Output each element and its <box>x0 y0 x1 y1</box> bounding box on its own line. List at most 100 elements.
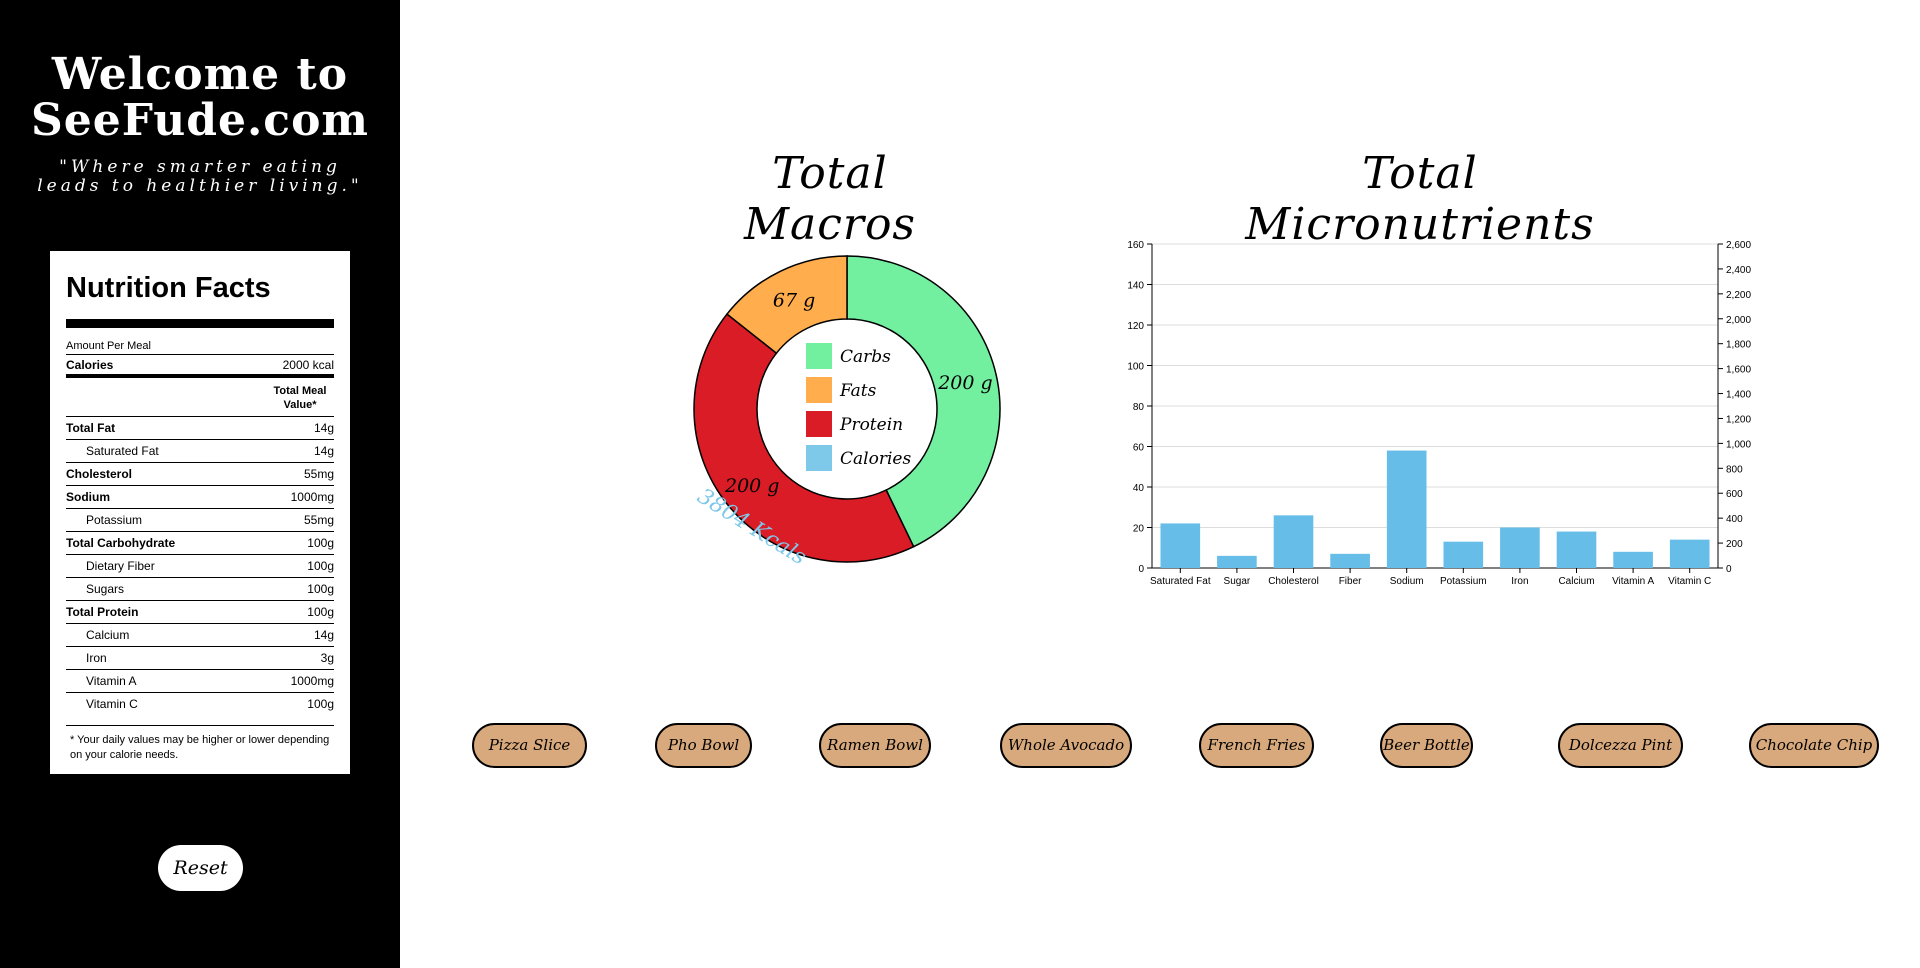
x-tick-label: Cholesterol <box>1268 576 1319 587</box>
nutrient-row: Sodium 1000mg <box>66 485 334 508</box>
nutrition-facts-title: Nutrition Facts <box>66 272 271 304</box>
food-button-pho-bowl[interactable]: Pho Bowl <box>655 723 752 768</box>
nutrient-label: Vitamin A <box>86 674 137 688</box>
y-tick-label: 20 <box>1133 524 1145 535</box>
nutrient-value: 14g <box>313 628 334 642</box>
nutrient-value: 100g <box>307 536 334 550</box>
nutrient-label: Saturated Fat <box>86 444 159 458</box>
legend-label-calories: Calories <box>840 449 911 469</box>
bar-iron[interactable] <box>1500 527 1540 569</box>
nutrient-row: Potassium 55mg <box>66 508 334 531</box>
nutrient-label: Sugars <box>86 582 125 596</box>
food-button-pizza-slice[interactable]: Pizza Slice <box>472 723 587 768</box>
nutrient-row: Sugars 100g <box>66 577 334 600</box>
y-tick-label: 100 <box>1127 362 1144 373</box>
y-tick-label: 120 <box>1127 321 1144 332</box>
bar-cholesterol[interactable] <box>1273 515 1314 568</box>
legend-swatch-calories <box>806 445 832 471</box>
slice-label-carbs: 200 g <box>937 372 992 394</box>
y2-tick-label: 2,600 <box>1726 240 1751 251</box>
daily-value-header: Total Meal Value* <box>66 378 334 416</box>
y2-tick-label: 2,000 <box>1726 315 1751 326</box>
medium-divider <box>66 374 334 378</box>
nutrient-value: 100g <box>307 697 334 711</box>
bar-vitamin-a[interactable] <box>1613 551 1653 568</box>
x-tick-label: Sugar <box>1224 576 1251 587</box>
donut-slice-carbs[interactable] <box>846 255 1001 548</box>
y-tick-label: 60 <box>1133 443 1145 454</box>
dv-header-line-2: Value* <box>283 399 317 411</box>
bar-vitamin-c[interactable] <box>1669 539 1710 568</box>
x-tick-label: Iron <box>1511 576 1528 587</box>
y2-tick-label: 800 <box>1726 464 1743 475</box>
food-button-dolcezza-pint[interactable]: Dolcezza Pint <box>1558 723 1683 768</box>
nutrient-value: 1000mg <box>290 674 334 688</box>
donut-slice-protein[interactable] <box>693 313 915 563</box>
nutrient-row: Vitamin C 100g <box>66 692 334 715</box>
legend-swatch-fats <box>806 377 832 403</box>
bar-sugar[interactable] <box>1217 555 1257 568</box>
bar-calcium[interactable] <box>1556 531 1597 568</box>
y2-tick-label: 400 <box>1726 514 1743 525</box>
x-tick-label: Fiber <box>1339 576 1362 587</box>
y-tick-label: 140 <box>1127 281 1144 292</box>
nutrient-label: Calcium <box>86 628 130 642</box>
macros-title: Total Macros <box>743 148 917 250</box>
y2-tick-label: 2,400 <box>1726 265 1751 276</box>
nutrient-value: 14g <box>313 421 334 435</box>
slice-label-fats: 67 g <box>773 290 815 312</box>
nutrient-label: Total Protein <box>66 605 139 619</box>
nutrition-facts-panel: Nutrition Facts Amount Per Meal Calories… <box>50 251 350 774</box>
food-button-whole-avocado[interactable]: Whole Avocado <box>1000 723 1132 768</box>
x-tick-label: Vitamin A <box>1612 576 1654 587</box>
bar-saturated-fat[interactable] <box>1160 523 1201 568</box>
nutrient-row: Vitamin A 1000mg <box>66 669 334 692</box>
food-button-beer-bottle[interactable]: Beer Bottle <box>1380 723 1473 768</box>
legend-label-carbs: Carbs <box>840 347 891 367</box>
y2-tick-label: 1,000 <box>1726 439 1751 450</box>
thick-divider <box>66 319 334 328</box>
micros-title: Total Micronutrients <box>1245 148 1595 250</box>
nutrient-label: Vitamin C <box>86 697 138 711</box>
nutrient-value: 1000mg <box>290 490 334 504</box>
x-tick-label: Sodium <box>1390 576 1424 587</box>
food-button-ramen-bowl[interactable]: Ramen Bowl <box>819 723 931 768</box>
nutrient-row: Iron 3g <box>66 646 334 669</box>
footnote: * Your daily values may be higher or low… <box>70 734 330 761</box>
y-tick-label: 80 <box>1133 402 1145 413</box>
tagline: "Where smarter eating leads to healthier… <box>37 157 363 196</box>
nutrient-row: Total Fat 14g <box>66 416 334 439</box>
legend-label-fats: Fats <box>839 381 877 401</box>
welcome-line-1: Welcome to <box>51 49 349 100</box>
x-tick-label: Calcium <box>1558 576 1594 587</box>
welcome-line-2: SeeFude.com <box>31 95 369 146</box>
reset-button[interactable]: Reset <box>158 845 243 891</box>
y2-tick-label: 1,400 <box>1726 390 1751 401</box>
nutrient-value: 3g <box>320 651 334 665</box>
amount-per-meal-label: Amount Per Meal <box>66 340 151 352</box>
y2-tick-label: 600 <box>1726 489 1743 500</box>
bar-sodium[interactable] <box>1386 450 1427 568</box>
nutrient-row: Dietary Fiber 100g <box>66 554 334 577</box>
nutrient-row: Calcium 14g <box>66 623 334 646</box>
food-button-french-fries[interactable]: French Fries <box>1199 723 1314 768</box>
nutrient-row: Cholesterol 55mg <box>66 462 334 485</box>
nutrient-value: 14g <box>313 444 334 458</box>
legend-swatch-carbs <box>806 343 832 369</box>
nutrient-label: Dietary Fiber <box>86 559 155 573</box>
legend-label-protein: Protein <box>839 415 903 435</box>
nutrient-row: Total Protein 100g <box>66 600 334 623</box>
y-tick-label: 160 <box>1127 240 1144 251</box>
welcome-heading: Welcome to SeeFude.com <box>0 52 400 144</box>
food-button-chocolate-chip[interactable]: Chocolate Chip <box>1749 723 1879 768</box>
nutrient-value: 100g <box>307 582 334 596</box>
x-tick-label: Saturated Fat <box>1150 576 1211 587</box>
bar-fiber[interactable] <box>1330 553 1370 568</box>
calories-label: Calories <box>66 358 114 372</box>
donut-slice-fats[interactable] <box>725 255 848 355</box>
bar-potassium[interactable] <box>1443 541 1484 568</box>
x-tick-label: Potassium <box>1440 576 1487 587</box>
nutrient-value: 100g <box>307 605 334 619</box>
nutrient-label: Total Fat <box>66 421 116 435</box>
